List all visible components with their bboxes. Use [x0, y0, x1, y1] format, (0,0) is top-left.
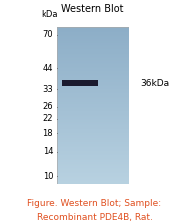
Text: 36kDa: 36kDa	[141, 79, 170, 88]
Text: Western Blot: Western Blot	[61, 4, 124, 14]
Text: 44: 44	[43, 64, 53, 73]
Text: Recombinant PDE4B, Rat.: Recombinant PDE4B, Rat.	[36, 213, 153, 222]
Text: Figure. Western Blot; Sample:: Figure. Western Blot; Sample:	[27, 199, 162, 208]
Text: 14: 14	[43, 147, 53, 156]
Text: kDa: kDa	[41, 10, 57, 19]
Text: 33: 33	[42, 85, 53, 94]
Text: 18: 18	[43, 129, 53, 138]
Text: 10: 10	[43, 172, 53, 181]
Text: 70: 70	[43, 30, 53, 39]
Bar	[62, 80, 98, 86]
Text: 22: 22	[43, 114, 53, 123]
Text: 26: 26	[43, 102, 53, 111]
